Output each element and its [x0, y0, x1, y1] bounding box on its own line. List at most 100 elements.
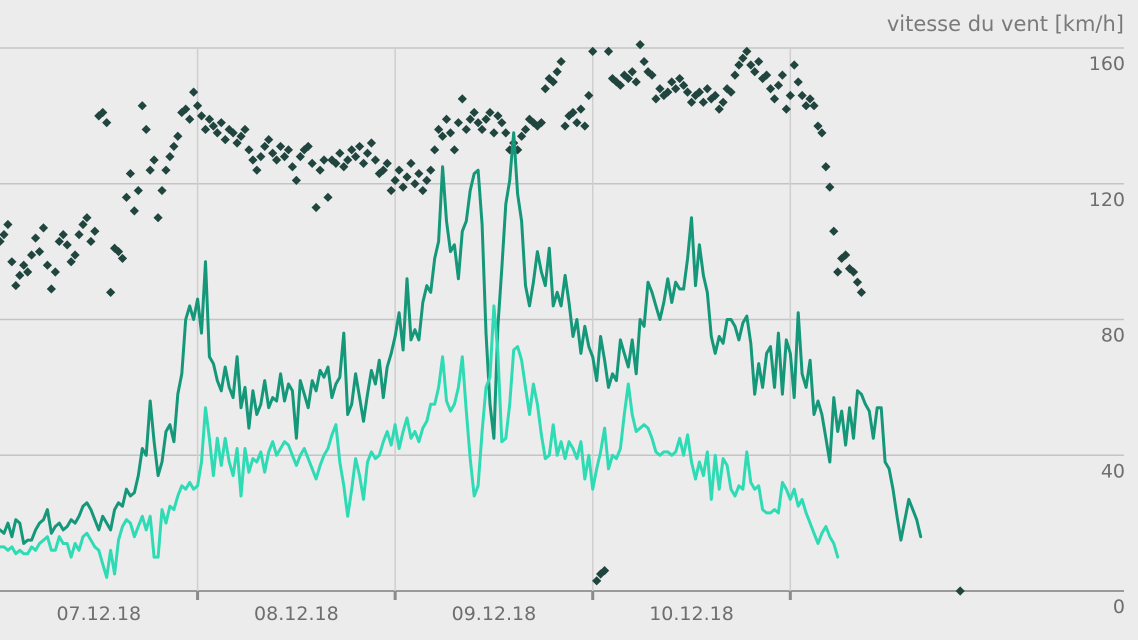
- series-0-point-36: [137, 101, 147, 111]
- series-0: [0, 40, 965, 596]
- series-0-point-95: [370, 155, 380, 165]
- series-0-point-170: [667, 77, 677, 87]
- series-0-point-68: [264, 135, 274, 145]
- series-0-point-64: [248, 155, 258, 165]
- series-0-point-172: [675, 73, 685, 84]
- series-0-point-44: [169, 141, 179, 152]
- series-0-point-189: [742, 46, 752, 56]
- x-tick-label-3: 10.12.18: [649, 603, 734, 625]
- series-0-point-182: [714, 104, 724, 114]
- series-0-point-120: [469, 107, 479, 118]
- series-0-point-82: [319, 155, 329, 165]
- series-0-point-184: [722, 84, 732, 94]
- series-0-point-35: [133, 185, 143, 196]
- series-0-point-30: [113, 247, 124, 257]
- series-0-point-128: [501, 128, 511, 138]
- series-0-point-134: [524, 114, 535, 124]
- series-0-point-190: [746, 60, 756, 70]
- series-0-point-199: [781, 104, 791, 114]
- series-0-point-123: [481, 114, 491, 124]
- series-0-point-178: [698, 97, 708, 107]
- series-0-point-41: [157, 185, 167, 196]
- series-1: [0, 131, 923, 545]
- series-0-point-10: [34, 247, 45, 257]
- series-0-point-51: [196, 111, 207, 121]
- series-0-point-18: [66, 257, 76, 267]
- series-0-point-154: [603, 46, 614, 56]
- series-0-point-179: [702, 84, 712, 94]
- series-0-point-181: [710, 90, 720, 101]
- y-tick-label-3: 120: [1089, 189, 1125, 211]
- series-0-point-143: [560, 121, 570, 131]
- series-0-point-57: [220, 135, 230, 145]
- series-0-point-0: [0, 236, 5, 247]
- series-0-point-38: [145, 165, 155, 175]
- x-tick-label-1: 08.12.18: [254, 603, 339, 625]
- series-0-point-137: [536, 118, 546, 128]
- series-0-point-37: [141, 124, 151, 135]
- series-0-point-147: [576, 104, 586, 114]
- series-0-point-71: [275, 141, 286, 152]
- series-0-point-94: [366, 138, 377, 148]
- series-0-point-162: [635, 40, 645, 50]
- series-0-point-146: [572, 118, 582, 128]
- series-0-point-100: [390, 175, 400, 185]
- series-0-point-101: [394, 165, 404, 175]
- series-0-point-180: [706, 94, 716, 104]
- series-0-point-75: [291, 175, 301, 185]
- series-0-point-129: [505, 145, 515, 155]
- series-0-point-106: [414, 168, 424, 179]
- series-0-point-117: [457, 94, 467, 104]
- series-0-point-17: [62, 240, 72, 250]
- series-0-point-111: [434, 124, 444, 135]
- y-tick-label-4: 160: [1089, 53, 1125, 75]
- series-0-point-60: [232, 138, 242, 148]
- series-0-point-192: [754, 56, 764, 67]
- series-0-point-20: [74, 230, 84, 240]
- series-0-point-86: [335, 148, 345, 158]
- y-tick-label-2: 80: [1101, 325, 1125, 347]
- grid-lines: [0, 47, 1124, 592]
- series-0-point-99: [386, 185, 396, 196]
- series-0-point-4: [11, 280, 21, 291]
- series-0-point-169: [663, 87, 673, 97]
- series-0-point-45: [173, 131, 183, 141]
- series-0-point-13: [46, 284, 56, 294]
- series-0-point-97: [378, 165, 388, 175]
- series-0-point-163: [639, 56, 649, 67]
- series-0-point-156: [611, 77, 622, 87]
- series-0-point-135: [528, 118, 539, 128]
- series-0-point-213: [837, 253, 847, 264]
- series-0-point-49: [189, 87, 199, 97]
- series-0-point-212: [833, 267, 843, 277]
- series-0-point-24: [90, 226, 100, 236]
- series-0-point-63: [244, 145, 254, 155]
- series-0-point-28: [106, 287, 116, 297]
- series-0-point-76: [295, 152, 305, 162]
- series-0-point-56: [216, 118, 226, 128]
- series-0-point-113: [441, 114, 452, 124]
- series-0-point-210: [825, 182, 835, 192]
- series-0-point-6: [19, 260, 29, 270]
- series-0-point-148: [580, 121, 590, 131]
- series-0-point-14: [50, 267, 60, 277]
- series-2: [0, 304, 840, 579]
- series-0-point-173: [679, 80, 689, 90]
- series-0-point-211: [829, 226, 839, 236]
- series-0-point-16: [58, 230, 68, 240]
- series-0-point-202: [793, 77, 803, 87]
- series-0-point-27: [102, 118, 112, 128]
- series-0-point-67: [260, 141, 270, 152]
- series-0-point-168: [659, 90, 669, 101]
- series-0-point-22: [82, 213, 92, 223]
- series-0-point-206: [809, 101, 819, 111]
- series-0-point-54: [208, 121, 218, 131]
- series-2-line: [0, 304, 840, 579]
- series-0-point-165: [647, 70, 657, 80]
- series-0-point-55: [212, 128, 222, 138]
- series-0-point-216: [848, 267, 859, 277]
- series-0-point-69: [268, 148, 278, 158]
- series-0-point-8: [27, 250, 37, 260]
- series-0-point-84: [327, 155, 337, 165]
